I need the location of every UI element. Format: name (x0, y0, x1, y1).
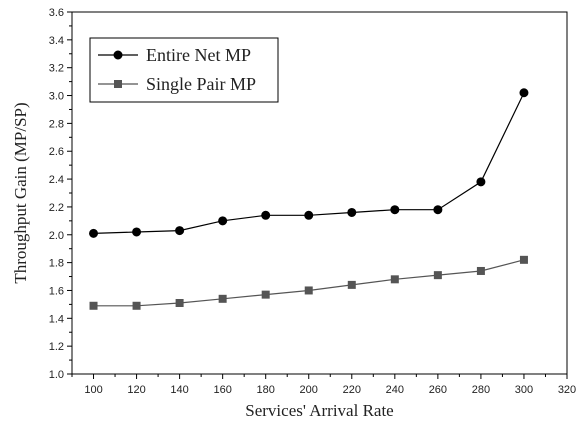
legend-box (89, 37, 279, 103)
legend-label: Single Pair MP (146, 74, 256, 94)
axis-ticks: 100 120 140 160 180 200 220 240 260 280 300 320 1.0 1… (49, 7, 576, 396)
y-tick-label: 3.0 (49, 91, 64, 103)
legend-label: Entire Net MP (146, 45, 251, 65)
square-marker (132, 301, 141, 310)
y-tick-label: 1.8 (49, 258, 64, 270)
series-2 (89, 255, 528, 310)
legend-item-1: Entire Net MP (98, 45, 251, 65)
square-marker (347, 280, 356, 289)
square-marker (476, 266, 485, 275)
square-marker (261, 290, 270, 299)
y-tick-label: 2.0 (49, 230, 64, 242)
y-tick-label: 2.6 (49, 146, 64, 158)
series-line (93, 259, 525, 307)
y-tick-label: 3.4 (49, 35, 64, 47)
series-1 (89, 88, 529, 238)
circle-marker (175, 226, 185, 236)
y-tick-label: 2.2 (49, 202, 64, 214)
square-marker (89, 301, 98, 310)
circle-marker (390, 205, 400, 215)
square-marker (175, 298, 184, 307)
y-tick-label: 1.6 (49, 285, 64, 297)
y-tick-label: 1.2 (49, 341, 64, 353)
y-tick-label: 2.4 (49, 174, 64, 186)
legend-item-2: Single Pair MP (98, 74, 256, 94)
square-marker (390, 275, 399, 284)
circle-marker (476, 177, 486, 187)
legend-marker (114, 80, 122, 88)
x-tick-label: 240 (386, 384, 404, 396)
x-tick-label: 320 (558, 384, 576, 396)
square-marker (218, 294, 227, 303)
x-tick-label: 260 (429, 384, 447, 396)
series-lines (89, 88, 529, 310)
x-tick-label: 220 (343, 384, 361, 396)
circle-marker (261, 210, 271, 220)
legend[interactable]: Entire Net MP Single Pair MP (89, 37, 279, 103)
square-marker (519, 255, 528, 264)
x-axis-title: Services' Arrival Rate (245, 401, 393, 420)
legend-marker (113, 50, 123, 60)
y-tick-label: 3.2 (49, 63, 64, 75)
circle-marker (347, 207, 357, 217)
x-tick-label: 300 (515, 384, 533, 396)
x-tick-label: 140 (170, 384, 188, 396)
y-tick-label: 1.0 (49, 369, 64, 381)
circle-marker (132, 227, 142, 237)
y-tick-label: 2.8 (49, 118, 64, 130)
y-axis-title: Throughput Gain (MP/SP) (11, 102, 30, 283)
x-tick-label: 280 (472, 384, 490, 396)
x-tick-label: 160 (213, 384, 231, 396)
square-marker (433, 271, 442, 280)
y-tick-label: 1.4 (49, 313, 64, 325)
circle-marker (519, 88, 529, 98)
square-marker (304, 286, 313, 295)
x-tick-label: 100 (84, 384, 102, 396)
circle-marker (433, 205, 443, 215)
x-tick-label: 200 (300, 384, 318, 396)
circle-marker (218, 216, 228, 226)
x-tick-label: 120 (127, 384, 145, 396)
circle-marker (89, 228, 99, 238)
x-tick-label: 180 (257, 384, 275, 396)
circle-marker (304, 210, 314, 220)
y-tick-label: 3.6 (49, 7, 64, 19)
